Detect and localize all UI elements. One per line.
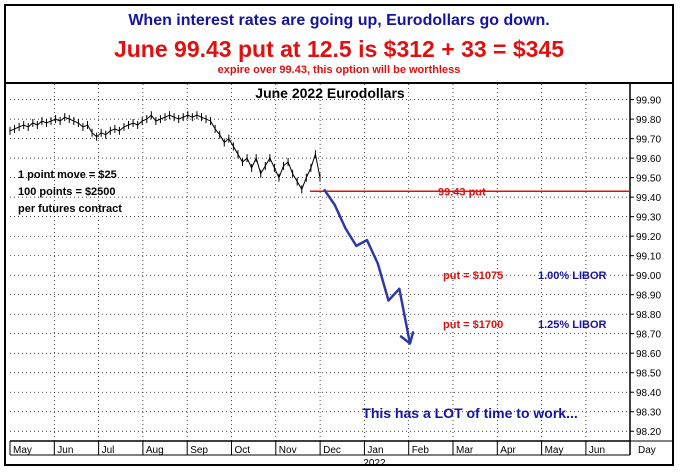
libor-label: 1.00% LIBOR	[538, 270, 607, 282]
y-tick-label: 99.10	[636, 252, 661, 263]
put-value-label: put = $1700	[443, 319, 503, 331]
y-tick-label: 98.60	[636, 349, 661, 360]
x-tick-label: Mar	[456, 445, 474, 456]
contract-notes: 1 point move = $25 100 points = $2500 per …	[18, 169, 122, 215]
x-tick-label: Jul	[102, 445, 115, 456]
price-line	[9, 114, 321, 191]
put-value-labels: put = $1075 1.00% LIBOR put = $1700 1.25% L…	[443, 270, 607, 331]
x-tick-label: Jun	[589, 445, 605, 456]
y-tick-label: 99.70	[636, 135, 661, 146]
y-tick-label: 98.70	[636, 330, 661, 341]
y-tick-label: 98.50	[636, 369, 661, 380]
x-tick-label: Apr	[500, 445, 516, 456]
projection-line	[322, 188, 412, 344]
y-tick-label: 98.80	[636, 310, 661, 321]
y-tick-label: 99.20	[636, 232, 661, 243]
x-tick-label: May	[545, 445, 564, 456]
x-tick-label: Jun	[57, 445, 73, 456]
y-tick-label: 99.50	[636, 174, 661, 185]
header-panel: When interest rates are going up, Eurodo…	[6, 6, 672, 84]
x-tick-label: Dec	[323, 445, 341, 456]
y-tick-label: 99.90	[636, 96, 661, 107]
axis-unit-label: Day	[638, 445, 656, 456]
y-tick-label: 98.90	[636, 291, 661, 302]
grid-lines	[10, 84, 630, 441]
x-tick-label: Feb	[412, 445, 430, 456]
contract-note-line: per futures contract	[18, 203, 122, 215]
y-tick-label: 99.80	[636, 115, 661, 126]
put-value-label: put = $1075	[443, 270, 503, 282]
projection-arrow	[322, 188, 415, 345]
chart-title: June 2022 Eurodollars	[255, 85, 405, 101]
footer-note: This has a LOT of time to work...	[362, 405, 577, 421]
libor-label: 1.25% LIBOR	[538, 319, 607, 331]
axes	[9, 84, 674, 456]
contract-note-line: 1 point move = $25	[18, 169, 117, 181]
y-tick-label: 99.40	[636, 193, 661, 204]
year-label: 2022	[363, 458, 386, 469]
price-series	[9, 111, 321, 194]
chart-frame: When interest rates are going up, Eurodo…	[4, 4, 674, 466]
x-axis-labels: May Jun Jul Aug Sep Oct Nov Dec Jan Feb Mar Apr May J…	[13, 445, 605, 456]
x-tick-label: Nov	[279, 445, 297, 456]
x-tick-label: Oct	[235, 445, 251, 456]
y-tick-label: 99.60	[636, 154, 661, 165]
headline-put-cost: June 99.43 put at 12.5 is $312 + 33 = $3…	[113, 36, 565, 62]
y-axis-labels: 99.90 99.80 99.70 99.60 99.50 99.40 99.30 99.20…	[636, 96, 661, 439]
y-tick-label: 98.40	[636, 388, 661, 399]
x-tick-label: Aug	[146, 445, 164, 456]
y-tick-label: 99.30	[636, 213, 661, 224]
y-tick-label: 99.00	[636, 271, 661, 282]
headline-expire-note: expire over 99.43, this option will be w…	[217, 64, 461, 76]
y-tick-label: 98.20	[636, 427, 661, 438]
projection-arrowhead	[399, 331, 415, 345]
x-tick-label: May	[13, 445, 32, 456]
headline-rates: When interest rates are going up, Eurodo…	[128, 12, 550, 29]
contract-note-line: 100 points = $2500	[18, 186, 116, 198]
reference-line-label: 99.43 put	[438, 186, 486, 198]
x-tick-label: Jan	[367, 445, 383, 456]
x-tick-label: Sep	[190, 445, 208, 456]
y-tick-label: 98.30	[636, 408, 661, 419]
